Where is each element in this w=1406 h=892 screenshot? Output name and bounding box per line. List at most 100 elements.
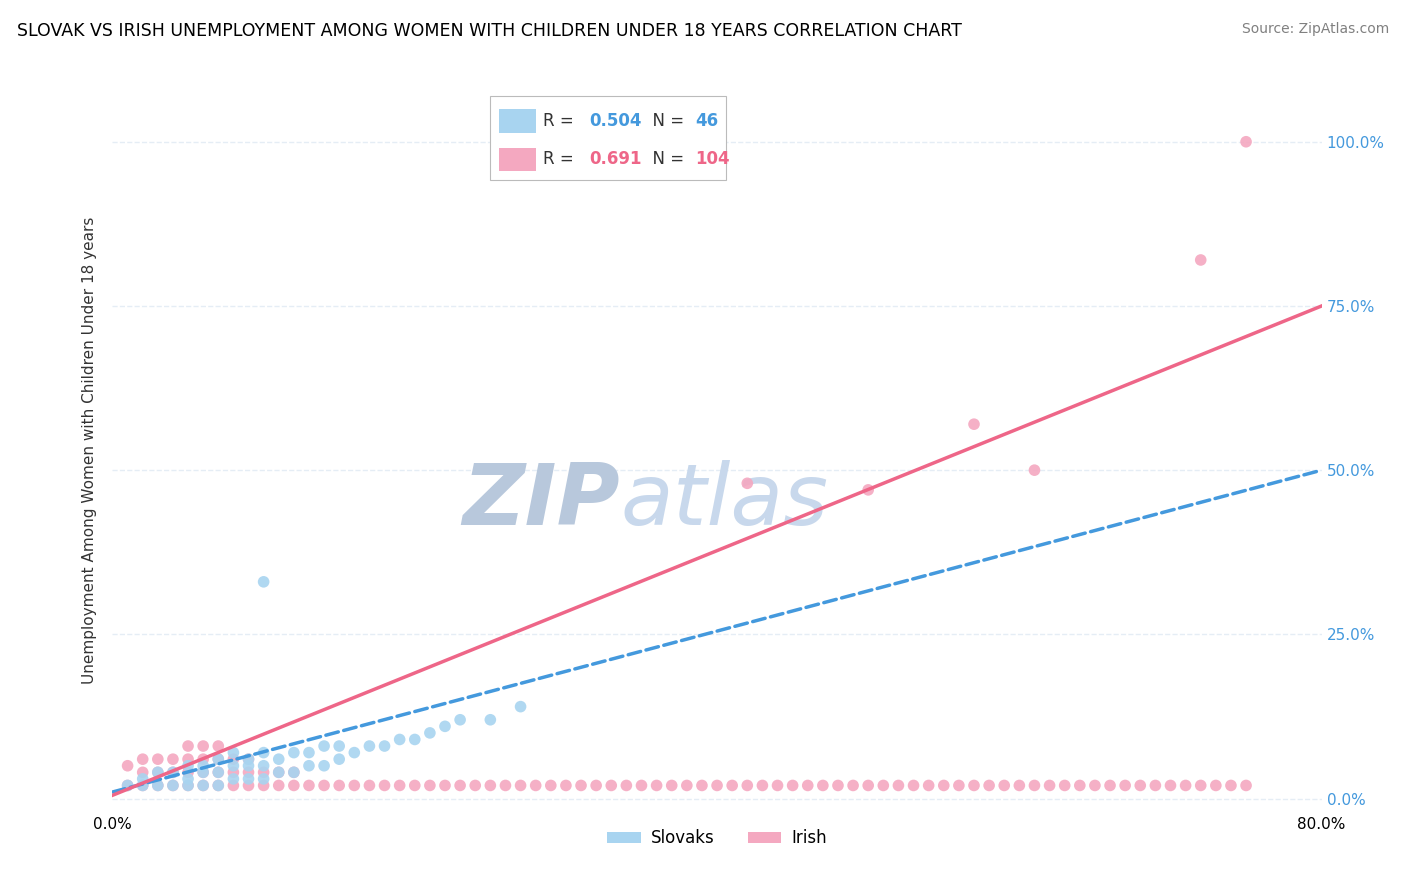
Point: [238, 765, 260, 780]
Point: [1144, 779, 1167, 793]
Point: [1024, 463, 1046, 477]
Point: [404, 732, 426, 747]
Point: [207, 765, 229, 780]
Point: [1098, 779, 1121, 793]
Y-axis label: Unemployment Among Women with Children Under 18 years: Unemployment Among Women with Children U…: [82, 217, 97, 684]
Text: Source: ZipAtlas.com: Source: ZipAtlas.com: [1241, 22, 1389, 37]
Point: [253, 758, 276, 772]
Point: [191, 739, 214, 753]
Point: [132, 772, 155, 786]
Point: [191, 758, 214, 772]
Point: [283, 765, 305, 780]
Point: [117, 758, 139, 772]
Point: [1069, 779, 1091, 793]
Point: [267, 765, 290, 780]
Point: [177, 752, 200, 766]
Text: N =: N =: [643, 150, 689, 169]
Point: [191, 779, 214, 793]
Point: [887, 779, 910, 793]
Point: [554, 779, 576, 793]
Point: [404, 779, 426, 793]
Point: [222, 779, 245, 793]
Point: [903, 779, 925, 793]
Point: [827, 779, 849, 793]
Point: [374, 779, 396, 793]
Text: 104: 104: [696, 150, 730, 169]
Point: [162, 752, 184, 766]
Point: [328, 739, 350, 753]
Point: [433, 779, 456, 793]
Point: [540, 779, 562, 793]
Point: [117, 779, 139, 793]
FancyBboxPatch shape: [499, 110, 536, 133]
Point: [222, 746, 245, 760]
Text: R =: R =: [543, 150, 579, 169]
Point: [207, 752, 229, 766]
Point: [253, 574, 276, 589]
Point: [766, 779, 789, 793]
Point: [238, 772, 260, 786]
Point: [207, 779, 229, 793]
Point: [479, 779, 502, 793]
Point: [616, 779, 638, 793]
Point: [1189, 779, 1212, 793]
Point: [932, 779, 955, 793]
Point: [630, 779, 652, 793]
Point: [238, 779, 260, 793]
Point: [645, 779, 668, 793]
Point: [811, 779, 834, 793]
Point: [162, 765, 184, 780]
Point: [1084, 779, 1107, 793]
Point: [253, 772, 276, 786]
Point: [1220, 779, 1243, 793]
Legend: Slovaks, Irish: Slovaks, Irish: [600, 822, 834, 854]
Point: [177, 765, 200, 780]
Point: [267, 752, 290, 766]
Point: [177, 739, 200, 753]
Point: [191, 765, 214, 780]
Point: [298, 746, 321, 760]
Point: [1159, 779, 1181, 793]
Point: [283, 746, 305, 760]
Point: [132, 779, 155, 793]
Point: [495, 779, 517, 793]
Point: [177, 772, 200, 786]
Point: [433, 719, 456, 733]
Point: [856, 483, 880, 497]
Point: [191, 765, 214, 780]
Point: [222, 765, 245, 780]
Point: [238, 758, 260, 772]
Point: [191, 779, 214, 793]
Point: [314, 779, 336, 793]
Point: [146, 752, 169, 766]
Point: [464, 779, 486, 793]
Point: [509, 779, 531, 793]
Point: [146, 779, 169, 793]
Point: [374, 739, 396, 753]
Point: [388, 732, 411, 747]
Text: SLOVAK VS IRISH UNEMPLOYMENT AMONG WOMEN WITH CHILDREN UNDER 18 YEARS CORRELATIO: SLOVAK VS IRISH UNEMPLOYMENT AMONG WOMEN…: [17, 22, 962, 40]
Text: 46: 46: [696, 112, 718, 130]
Point: [314, 758, 336, 772]
Point: [449, 713, 471, 727]
Point: [267, 765, 290, 780]
Point: [856, 779, 880, 793]
Point: [1234, 779, 1257, 793]
Point: [977, 779, 1000, 793]
Point: [1129, 779, 1152, 793]
Point: [600, 779, 623, 793]
Point: [419, 779, 441, 793]
Point: [298, 779, 321, 793]
Point: [146, 765, 169, 780]
Text: ZIP: ZIP: [463, 459, 620, 542]
Text: atlas: atlas: [620, 459, 828, 542]
Point: [1234, 135, 1257, 149]
Point: [1205, 779, 1227, 793]
Point: [721, 779, 744, 793]
Point: [524, 779, 547, 793]
Point: [343, 779, 366, 793]
Point: [207, 739, 229, 753]
Point: [132, 779, 155, 793]
Point: [207, 765, 229, 780]
Point: [948, 779, 970, 793]
